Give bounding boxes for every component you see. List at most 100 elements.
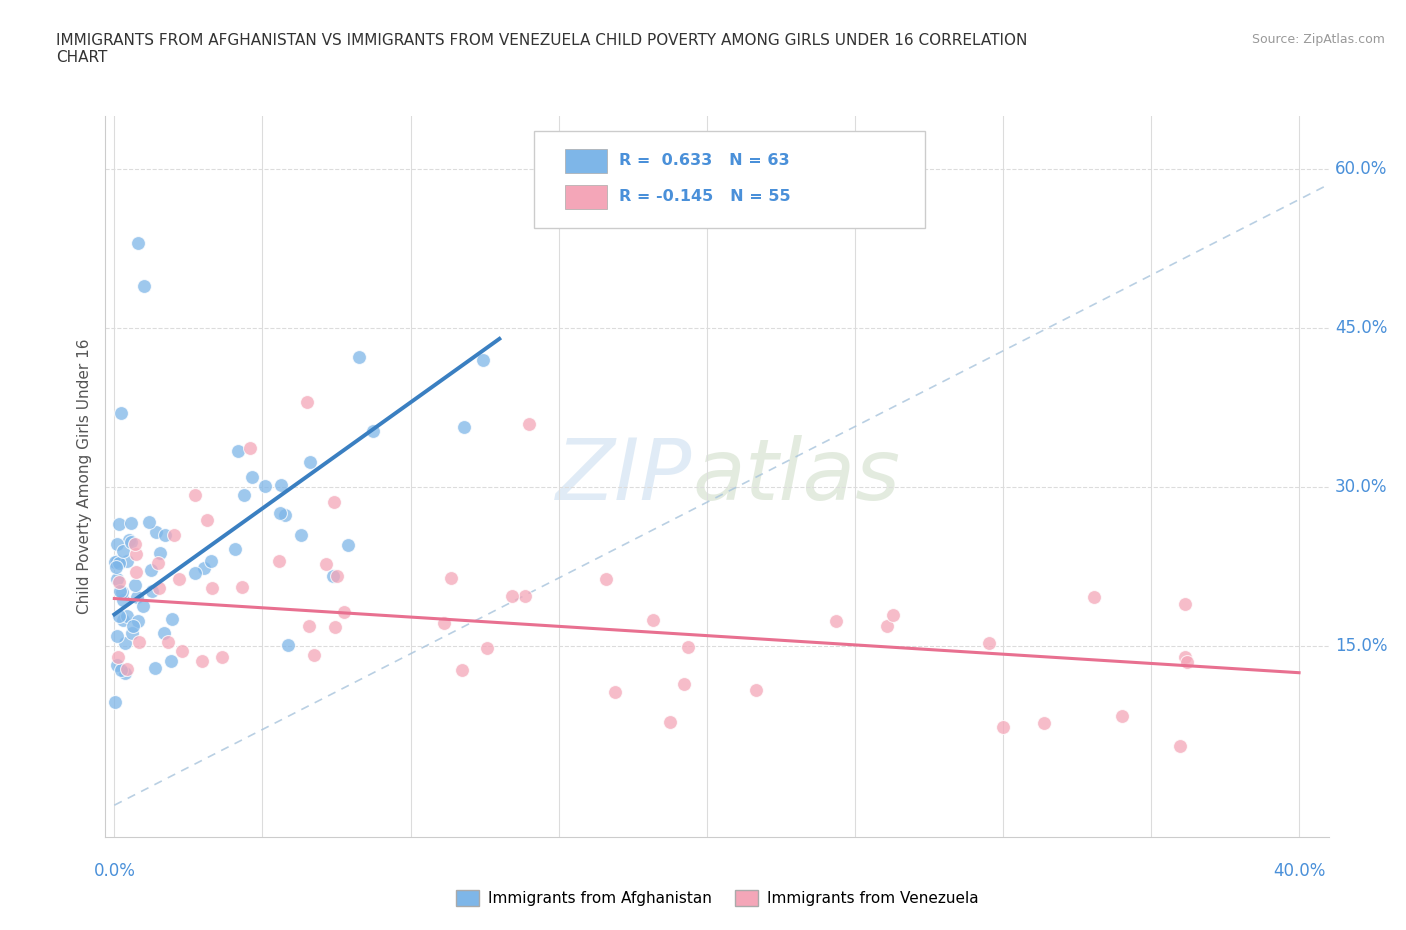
Point	[131, 599, 153, 614]
Point	[1175, 655, 1198, 670]
Point	[114, 665, 136, 680]
Point	[501, 589, 523, 604]
Point	[239, 441, 262, 456]
Point	[148, 545, 170, 560]
Text: 15.0%: 15.0%	[1334, 637, 1388, 656]
Point	[121, 626, 143, 641]
Point	[517, 417, 540, 432]
Point	[120, 534, 142, 549]
Point	[453, 419, 475, 434]
Point	[254, 479, 277, 494]
Point	[240, 469, 263, 484]
Point	[184, 487, 207, 502]
FancyBboxPatch shape	[565, 185, 607, 209]
Point	[323, 494, 346, 509]
Point	[124, 565, 146, 579]
Point	[105, 537, 128, 551]
Point	[659, 714, 682, 729]
Point	[110, 663, 132, 678]
Point	[107, 608, 129, 623]
Point	[163, 527, 186, 542]
Point	[108, 583, 131, 598]
Point	[153, 527, 176, 542]
Point	[1111, 709, 1133, 724]
Text: 60.0%: 60.0%	[1334, 160, 1388, 179]
Point	[824, 614, 846, 629]
Point	[233, 487, 256, 502]
Point	[274, 508, 297, 523]
Point	[104, 554, 127, 569]
Point	[605, 684, 627, 699]
Point	[451, 663, 474, 678]
Point	[114, 636, 136, 651]
Point	[138, 515, 160, 530]
Point	[153, 625, 176, 640]
Point	[115, 608, 138, 623]
Point	[228, 444, 250, 458]
Point	[104, 695, 127, 710]
Point	[105, 571, 128, 586]
Point	[184, 566, 207, 581]
Text: 0.0%: 0.0%	[93, 862, 135, 880]
Point	[146, 555, 169, 570]
Point	[145, 660, 167, 675]
Point	[991, 719, 1014, 734]
Point	[977, 636, 1000, 651]
Point	[105, 559, 128, 574]
Point	[299, 454, 322, 469]
Point	[112, 544, 135, 559]
Point	[676, 640, 699, 655]
Point	[191, 654, 214, 669]
Point	[1174, 597, 1197, 612]
Point	[160, 612, 183, 627]
Point	[139, 563, 162, 578]
Point	[211, 650, 233, 665]
Point	[124, 537, 146, 551]
Legend: Immigrants from Afghanistan, Immigrants from Venezuela: Immigrants from Afghanistan, Immigrants …	[450, 884, 984, 912]
Point	[440, 570, 463, 585]
Point	[108, 575, 131, 590]
Text: ZIP: ZIP	[557, 435, 693, 518]
Point	[326, 568, 349, 583]
Point	[111, 584, 134, 599]
Point	[472, 352, 495, 367]
Point	[322, 568, 344, 583]
Point	[323, 619, 346, 634]
Point	[193, 561, 215, 576]
Point	[1033, 716, 1056, 731]
Point	[124, 578, 146, 592]
Text: atlas: atlas	[693, 435, 901, 518]
Point	[112, 592, 135, 607]
Point	[127, 236, 149, 251]
Point	[122, 618, 145, 633]
Point	[195, 512, 218, 527]
FancyBboxPatch shape	[533, 130, 925, 228]
Point	[145, 525, 167, 539]
Point	[141, 583, 163, 598]
Point	[107, 649, 129, 664]
Point	[1083, 590, 1105, 604]
Point	[433, 616, 456, 631]
Point	[115, 553, 138, 568]
Point	[315, 556, 337, 571]
Text: 30.0%: 30.0%	[1334, 478, 1388, 497]
Point	[277, 637, 299, 652]
Point	[304, 647, 326, 662]
Point	[107, 629, 129, 644]
Text: 45.0%: 45.0%	[1334, 319, 1388, 338]
Point	[120, 515, 142, 530]
Text: R = -0.145   N = 55: R = -0.145 N = 55	[619, 190, 790, 205]
Y-axis label: Child Poverty Among Girls Under 16: Child Poverty Among Girls Under 16	[77, 339, 93, 615]
Point	[148, 580, 170, 595]
Point	[167, 571, 190, 586]
Point	[127, 613, 149, 628]
Point	[1174, 649, 1197, 664]
Point	[595, 572, 617, 587]
Point	[882, 607, 904, 622]
Point	[270, 477, 292, 492]
Text: 40.0%: 40.0%	[1272, 862, 1326, 880]
Point	[475, 641, 498, 656]
Point	[290, 528, 312, 543]
Point	[160, 654, 183, 669]
Point	[361, 423, 384, 438]
